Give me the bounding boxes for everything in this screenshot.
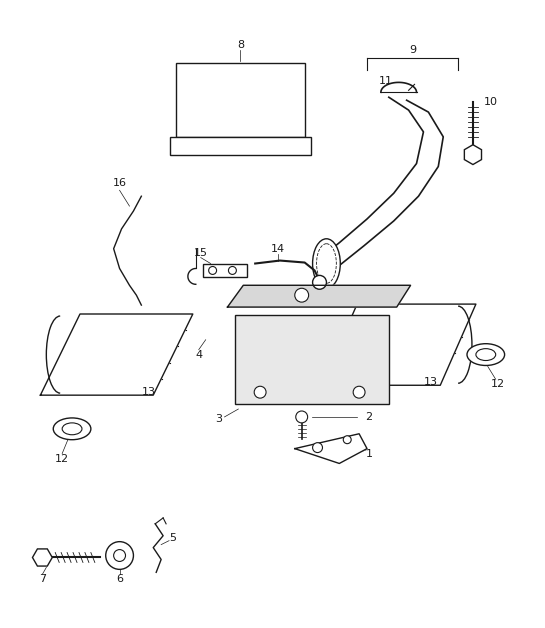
Circle shape (114, 550, 125, 561)
Ellipse shape (476, 349, 496, 360)
Ellipse shape (467, 344, 505, 365)
Bar (170, 137, 311, 154)
Text: 5: 5 (169, 533, 177, 543)
Text: 3: 3 (215, 414, 222, 424)
Circle shape (295, 288, 308, 302)
Polygon shape (322, 304, 476, 385)
Polygon shape (40, 314, 193, 395)
Circle shape (343, 436, 351, 443)
Text: 4: 4 (195, 350, 202, 360)
Text: 15: 15 (193, 247, 208, 257)
Bar (235, 315, 389, 404)
Circle shape (228, 266, 237, 274)
Text: 12: 12 (55, 453, 69, 463)
Text: 6: 6 (116, 574, 123, 584)
Polygon shape (227, 285, 410, 307)
Text: 8: 8 (237, 40, 244, 50)
Text: 9: 9 (409, 45, 416, 55)
Ellipse shape (53, 418, 91, 440)
Ellipse shape (62, 423, 82, 435)
Text: 13: 13 (423, 377, 438, 387)
Text: 1: 1 (366, 448, 372, 458)
Circle shape (353, 386, 365, 398)
Bar (176, 63, 305, 137)
Ellipse shape (313, 239, 340, 288)
Circle shape (106, 542, 134, 570)
Text: 14: 14 (271, 244, 285, 254)
Text: 11: 11 (379, 77, 393, 87)
Polygon shape (295, 434, 367, 463)
Text: 4: 4 (350, 367, 358, 377)
Circle shape (209, 266, 216, 274)
Text: 13: 13 (142, 387, 156, 397)
Circle shape (313, 276, 326, 290)
Text: 7: 7 (39, 574, 46, 584)
Text: 16: 16 (113, 178, 126, 188)
Text: 2: 2 (366, 412, 373, 422)
Bar (203, 264, 247, 278)
Circle shape (296, 411, 307, 423)
Text: 10: 10 (484, 97, 498, 107)
Text: 12: 12 (490, 379, 505, 389)
Circle shape (313, 443, 323, 453)
Circle shape (254, 386, 266, 398)
